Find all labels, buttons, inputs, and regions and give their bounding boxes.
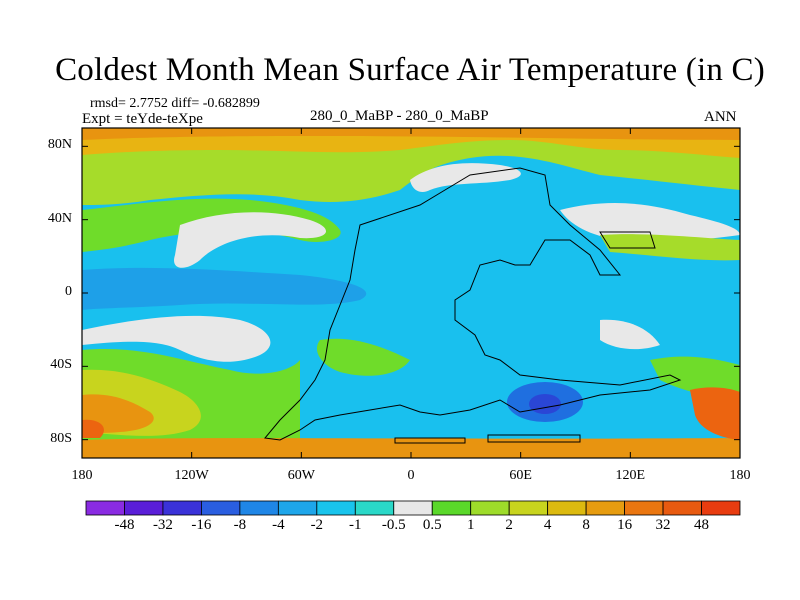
colorbar-label: -32	[152, 517, 173, 533]
colorbar-box	[277, 500, 318, 516]
field-white-ind	[600, 319, 660, 350]
colorbar-box	[124, 500, 164, 516]
land-outline-antarctic	[394, 434, 581, 444]
colorbar-box	[662, 500, 702, 516]
x-tick-label: 0	[407, 468, 415, 483]
y-tick-label: 0	[65, 284, 72, 299]
colorbar-box	[162, 500, 202, 516]
field-south-band	[82, 438, 740, 458]
colorbar-label: -16	[191, 517, 212, 533]
colorbar-box	[239, 500, 279, 516]
experiment-label: Expt = teYde-teXpe	[82, 111, 203, 127]
field-tropical-blue	[82, 267, 367, 310]
colorbar-box	[470, 500, 510, 516]
x-tick-label: 120W	[174, 468, 209, 483]
colorbar-box	[316, 500, 356, 516]
colorbar-label: 0.5	[422, 517, 442, 533]
field-warm-ross	[690, 387, 740, 440]
land-outline-japan	[599, 231, 656, 249]
colorbar-box	[585, 500, 625, 516]
x-tick-label: 60E	[509, 468, 532, 483]
colorbar-box	[354, 500, 395, 516]
x-tick-label: 180	[71, 468, 93, 483]
colorbar-label: -48	[114, 517, 135, 533]
colorbar-box	[508, 500, 549, 516]
map-field	[82, 128, 740, 458]
colorbar-label: 8	[582, 517, 590, 533]
land-outline	[264, 167, 682, 441]
colorbar-label: 48	[694, 517, 710, 533]
y-tick-label: 80S	[50, 430, 72, 446]
colorbar-box	[201, 500, 241, 516]
field-green-asia	[600, 234, 740, 261]
y-tick-label: 40N	[47, 210, 72, 226]
colorbar-label: 4	[543, 517, 552, 533]
colorbar-box	[624, 500, 664, 516]
field-green-satl	[316, 338, 410, 376]
colorbar-box	[701, 500, 741, 516]
field-cold-core	[529, 394, 561, 414]
colorbar-label: -4	[272, 517, 285, 533]
x-tick-label: 120E	[615, 468, 646, 483]
y-tick-label: 40S	[50, 357, 72, 373]
colorbar-label: -2	[310, 517, 324, 533]
colorbar	[85, 500, 741, 516]
colorbar-box	[85, 500, 125, 516]
colorbar-label: 2	[505, 517, 513, 533]
tick-marks	[81, 128, 741, 458]
field-white-spac	[82, 315, 271, 362]
colorbar-label: 32	[655, 517, 671, 533]
stats-text: rmsd= 2.7752 diff= -0.682899	[90, 96, 260, 111]
colorbar-label: -0.5	[381, 517, 406, 533]
season-label: ANN	[704, 109, 737, 125]
colorbar-label: 1	[466, 517, 475, 533]
y-tick-label: 80N	[47, 137, 72, 153]
colorbar-box	[547, 500, 587, 516]
colorbar-label: 16	[617, 517, 633, 533]
field-warm-west	[82, 419, 104, 438]
colorbar-box	[431, 500, 472, 516]
map-title: Coldest Month Mean Surface Air Temperatu…	[55, 52, 765, 88]
x-tick-label: 60W	[287, 468, 315, 483]
field-white-npac	[174, 212, 327, 268]
colorbar-label: -8	[233, 517, 247, 533]
colorbar-label: -1	[349, 517, 362, 533]
x-tick-label: 180	[729, 468, 751, 483]
comparison-label: 280_0_MaBP - 280_0_MaBP	[310, 108, 489, 124]
colorbar-box	[393, 500, 433, 516]
